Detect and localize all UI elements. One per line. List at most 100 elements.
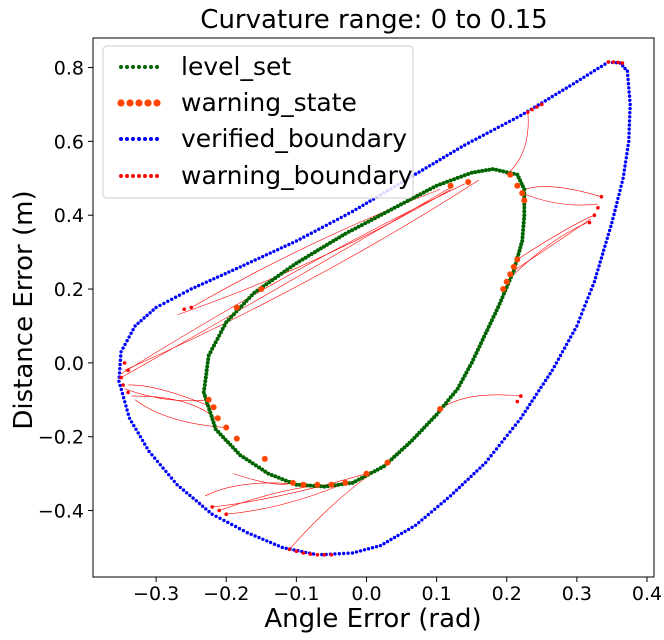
verified-boundary-point (609, 224, 613, 229)
level-set-point (448, 395, 453, 400)
verified-boundary-point (191, 496, 195, 500)
verified-boundary-point (249, 260, 254, 264)
verified-boundary-point (420, 518, 424, 522)
level-set-point (455, 175, 460, 180)
warning-state-point (233, 435, 240, 442)
level-set-point (516, 252, 521, 257)
warning-state-point (500, 286, 507, 292)
verified-boundary-point (626, 82, 631, 86)
verified-boundary-point (615, 200, 619, 205)
verified-boundary-point (249, 532, 253, 536)
x-tick-label: 0.1 (422, 583, 452, 605)
level-set-point (392, 454, 397, 459)
level-set-point (213, 427, 218, 432)
level-set-point (441, 403, 446, 408)
level-set-point (521, 220, 526, 225)
verified-boundary-point (230, 522, 234, 527)
level-set-point (520, 184, 525, 189)
level-set-point (309, 252, 314, 256)
verified-boundary-point (528, 402, 532, 407)
verified-boundary-point (197, 501, 202, 506)
level-set-point (280, 477, 285, 482)
verified-boundary-point (119, 387, 124, 392)
verified-boundary-point (569, 335, 573, 339)
verified-boundary-point (279, 246, 284, 250)
legend-marker (144, 99, 152, 107)
trajectory-line (124, 388, 209, 402)
level-set-point (466, 367, 471, 372)
legend-marker (137, 137, 141, 141)
verified-boundary-point (396, 533, 400, 538)
verified-boundary-point (311, 552, 316, 556)
level-set-point (452, 177, 457, 182)
level-set-point (218, 432, 223, 437)
verified-boundary-point (561, 88, 565, 92)
verified-boundary-point (554, 92, 558, 97)
warning-state-point (210, 404, 217, 411)
verified-boundary-point (448, 494, 453, 498)
level-set-point (494, 308, 499, 313)
verified-boundary-point (620, 180, 624, 184)
verified-boundary-point (477, 135, 482, 139)
verified-boundary-point (139, 319, 143, 323)
level-set-point (219, 330, 223, 335)
level-set-point (444, 401, 448, 406)
level-set-point (386, 209, 390, 214)
x-tick-label: 0.3 (562, 583, 592, 605)
verified-boundary-point (619, 184, 623, 188)
warning-boundary-point (611, 60, 616, 64)
verified-boundary-point (148, 311, 152, 315)
verified-boundary-point (200, 282, 205, 286)
trajectory-line (177, 189, 451, 316)
verified-boundary-point (181, 291, 186, 295)
warning-boundary-point (210, 505, 214, 509)
y-axis-ticks: −0.4 −0.2 0.0 0.2 0.4 0.6 0.8 (38, 58, 93, 523)
verified-boundary-point (200, 504, 205, 508)
verified-boundary-point (123, 400, 127, 404)
verified-boundary-point (272, 542, 277, 546)
warning-boundary-point (540, 102, 544, 107)
verified-boundary-point (504, 121, 508, 126)
verified-boundary-point (505, 433, 509, 437)
level-set-point (415, 433, 419, 438)
warning-boundary-point (526, 110, 530, 114)
level-set-point (459, 174, 464, 179)
verified-boundary-point (466, 141, 471, 145)
verified-boundary-point (573, 328, 577, 332)
legend-marker (131, 174, 135, 178)
level-set-point (308, 483, 313, 488)
level-set-point (257, 465, 261, 470)
verified-boundary-point (534, 392, 539, 396)
warning-boundary-point (620, 61, 625, 65)
legend-label-warning-state: warning_state (181, 88, 357, 117)
verified-boundary-point (189, 287, 193, 291)
legend-marker (143, 174, 147, 178)
verified-boundary-point (511, 117, 515, 122)
verified-boundary-point (585, 73, 590, 77)
verified-boundary-point (241, 528, 246, 533)
level-set-point (226, 440, 230, 445)
verified-boundary-point (519, 416, 523, 420)
level-set-point (419, 428, 424, 433)
verified-boundary-point (486, 457, 491, 461)
verified-boundary-point (150, 453, 154, 457)
verified-boundary-point (600, 252, 605, 256)
legend-marker (143, 137, 147, 141)
trajectory-line (226, 482, 346, 515)
verified-boundary-point (557, 90, 561, 95)
verified-boundary-point (403, 529, 407, 534)
level-set-point (389, 457, 394, 462)
verified-boundary-point (423, 515, 427, 519)
verified-boundary-point (564, 86, 568, 90)
level-set-point (394, 452, 399, 457)
verified-boundary-point (623, 66, 627, 71)
verified-boundary-point (185, 289, 189, 293)
level-set-point (399, 202, 403, 207)
legend-marker (149, 65, 153, 69)
level-set-point (210, 417, 215, 422)
verified-boundary-point (272, 249, 276, 254)
warning-state-point (214, 415, 221, 422)
level-set-point (353, 226, 358, 231)
level-set-point (223, 437, 228, 442)
